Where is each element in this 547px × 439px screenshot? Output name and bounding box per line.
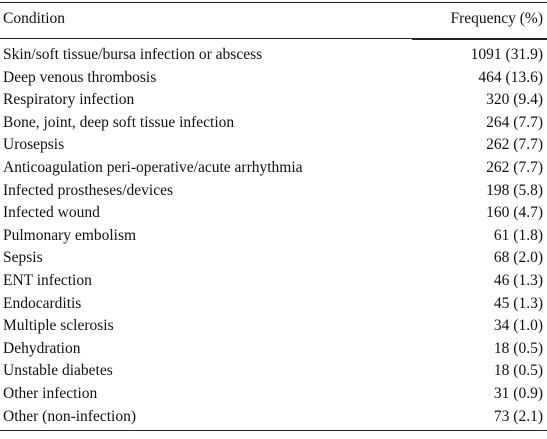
row-condition: Multiple sclerosis (3, 317, 114, 335)
table-row: Infected prostheses/devices 198 (5.8) (0, 180, 547, 203)
row-condition: Skin/soft tissue/bursa infection or absc… (3, 46, 263, 63)
table-row: Other (non-infection) 73 (2.1) (0, 406, 547, 429)
row-condition: Sepsis (3, 249, 43, 267)
table-header-rule-emphasis (412, 38, 547, 40)
row-condition: Other infection (3, 384, 98, 402)
table-bottom-rule (0, 430, 547, 431)
row-frequency: 464 (13.6) (478, 68, 543, 86)
table-top-rule (0, 2, 547, 3)
table-row: Other infection 31 (0.9) (0, 383, 547, 406)
row-frequency: 264 (7.7) (486, 113, 543, 131)
table-row: Pulmonary embolism 61 (1.8) (0, 225, 547, 248)
row-frequency: 198 (5.8) (486, 181, 543, 199)
table-row: Respiratory infection 320 (9.4) (0, 89, 547, 112)
table-row: Multiple sclerosis 34 (1.0) (0, 315, 547, 338)
row-frequency: 262 (7.7) (486, 158, 543, 176)
table-row: Unstable diabetes 18 (0.5) (0, 360, 547, 383)
row-frequency: 31 (0.9) (493, 384, 543, 402)
table-row: ENT infection 46 (1.3) (0, 270, 547, 293)
header-frequency: Frequency (%) (450, 10, 543, 27)
row-frequency: 61 (1.8) (493, 226, 543, 244)
row-frequency: 18 (0.5) (493, 339, 543, 357)
row-condition: Endocarditis (3, 294, 82, 312)
table-row: Bone, joint, deep soft tissue infection 2… (0, 112, 547, 135)
table-row: Skin/soft tissue/bursa infection or absc… (0, 44, 547, 67)
row-condition: Urosepsis (3, 136, 65, 154)
table-row: Anticoagulation peri-operative/acute arr… (0, 157, 547, 180)
row-frequency: 73 (2.1) (493, 407, 543, 425)
row-frequency: 320 (9.4) (486, 91, 543, 109)
table-row: Urosepsis 262 (7.7) (0, 134, 547, 157)
row-frequency: 34 (1.0) (493, 317, 543, 335)
row-frequency: 1091 (31.9) (470, 46, 543, 63)
row-condition: Unstable diabetes (3, 362, 113, 380)
table-row: Dehydration 18 (0.5) (0, 338, 547, 361)
row-condition: ENT infection (3, 271, 92, 289)
row-condition: Infected wound (3, 204, 100, 222)
row-condition: Anticoagulation peri-operative/acute arr… (3, 158, 303, 176)
header-condition: Condition (3, 10, 66, 27)
table-row: Endocarditis 45 (1.3) (0, 293, 547, 316)
row-frequency: 46 (1.3) (493, 271, 543, 289)
row-condition: Bone, joint, deep soft tissue infection (3, 113, 235, 131)
row-condition: Respiratory infection (3, 91, 135, 109)
row-condition: Deep venous thrombosis (3, 68, 157, 86)
table-row: Deep venous thrombosis 464 (13.6) (0, 67, 547, 90)
row-frequency: 45 (1.3) (493, 294, 543, 312)
row-frequency: 18 (0.5) (493, 362, 543, 380)
row-condition: Other (non-infection) (3, 407, 136, 425)
table-row: Infected wound 160 (4.7) (0, 202, 547, 225)
row-frequency: 68 (2.0) (493, 249, 543, 267)
table-body: Skin/soft tissue/bursa infection or absc… (0, 44, 547, 428)
row-condition: Dehydration (3, 339, 81, 357)
row-frequency: 262 (7.7) (486, 136, 543, 154)
table-header-rule (0, 38, 547, 39)
row-condition: Infected prostheses/devices (3, 181, 174, 199)
row-condition: Pulmonary embolism (3, 226, 137, 244)
table-header: Condition Frequency (%) (0, 8, 547, 30)
table-row: Sepsis 68 (2.0) (0, 247, 547, 270)
row-frequency: 160 (4.7) (486, 204, 543, 222)
